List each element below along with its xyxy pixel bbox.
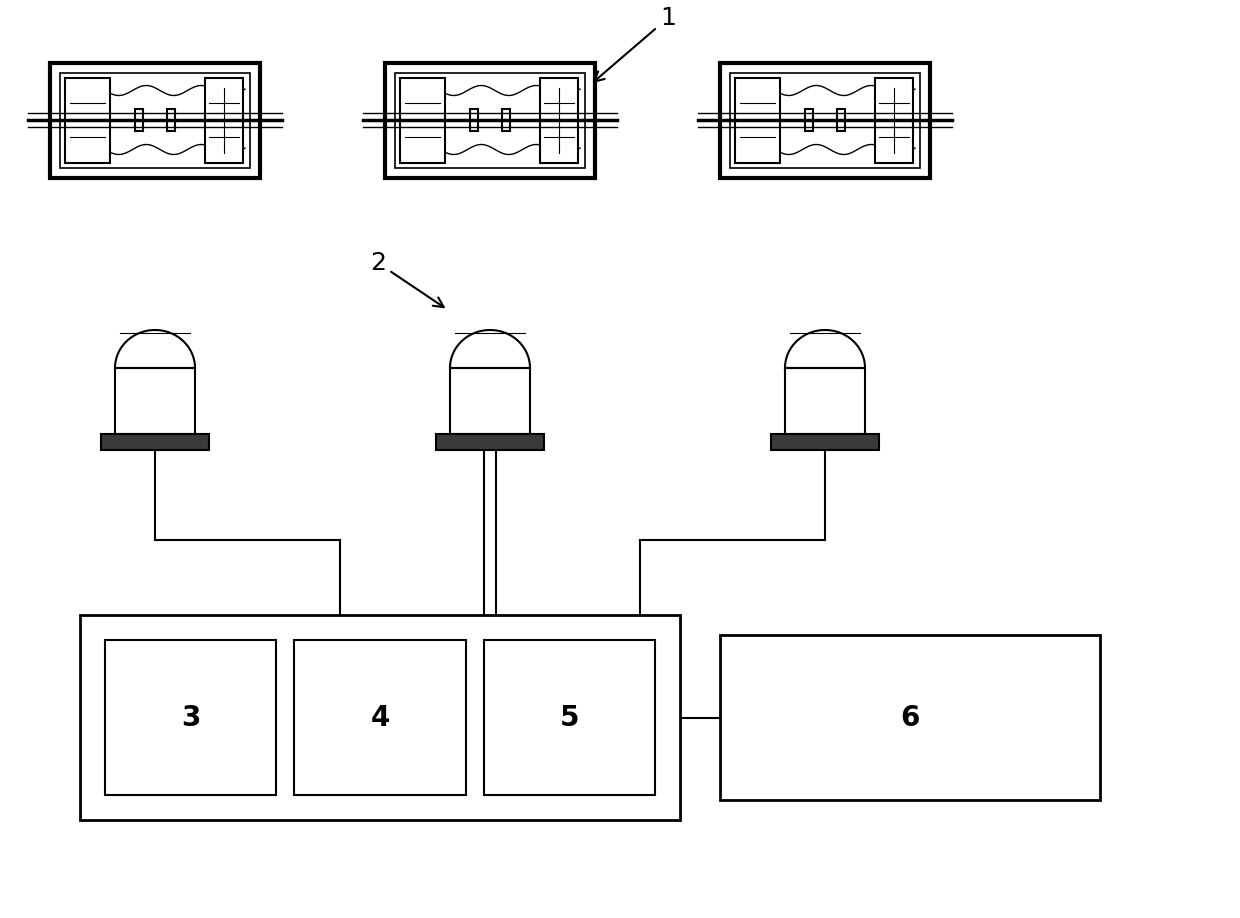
Bar bbox=[730, 73, 920, 167]
Bar bbox=[771, 434, 879, 450]
Bar bbox=[105, 640, 277, 795]
Bar bbox=[294, 640, 466, 795]
Text: 1: 1 bbox=[594, 6, 676, 82]
Text: 6: 6 bbox=[900, 703, 920, 732]
Bar bbox=[720, 635, 1100, 800]
Bar bbox=[396, 73, 585, 167]
Text: 4: 4 bbox=[371, 703, 389, 732]
Bar bbox=[64, 77, 110, 162]
Bar bbox=[401, 77, 445, 162]
Text: 3: 3 bbox=[181, 703, 201, 732]
Bar bbox=[837, 109, 844, 131]
Bar bbox=[484, 640, 655, 795]
Bar bbox=[502, 109, 510, 131]
Bar bbox=[436, 434, 544, 450]
Bar bbox=[450, 368, 529, 434]
Bar bbox=[805, 109, 813, 131]
Bar bbox=[720, 62, 930, 177]
Bar bbox=[875, 77, 913, 162]
Bar bbox=[539, 77, 578, 162]
Bar bbox=[100, 434, 210, 450]
Bar bbox=[470, 109, 477, 131]
Bar bbox=[60, 73, 250, 167]
Bar bbox=[205, 77, 243, 162]
Bar bbox=[785, 368, 866, 434]
Text: 5: 5 bbox=[559, 703, 579, 732]
Bar bbox=[81, 615, 680, 820]
Bar bbox=[50, 62, 260, 177]
Bar bbox=[115, 368, 195, 434]
Bar bbox=[384, 62, 595, 177]
Bar bbox=[735, 77, 780, 162]
Bar bbox=[167, 109, 175, 131]
Bar bbox=[135, 109, 143, 131]
Text: 2: 2 bbox=[370, 251, 444, 308]
